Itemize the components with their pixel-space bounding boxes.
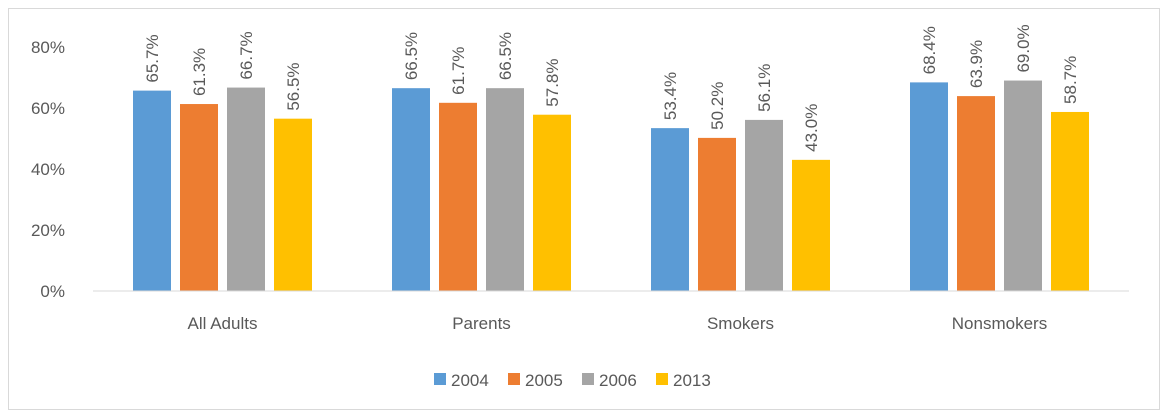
data-label: 57.8% — [543, 59, 562, 107]
legend-item-2005: 2005 — [508, 371, 563, 390]
legend-swatch — [508, 373, 520, 385]
data-label: 66.5% — [496, 32, 515, 80]
legend: 2004 2005 2006 2013 — [434, 371, 711, 390]
legend-label: 2006 — [599, 371, 637, 390]
bar-chart: 0% 20% 40% 60% 80% 65.7% 61.3% 66.7% 56.5% 66.5%… — [31, 24, 1129, 390]
y-tick-label: 20% — [31, 221, 65, 240]
x-axis: All Adults Parents Smokers Nonsmokers — [188, 314, 1048, 333]
x-category-label: All Adults — [188, 314, 258, 333]
data-label: 56.1% — [755, 64, 774, 112]
data-label: 58.7% — [1061, 56, 1080, 104]
bar-2004-parents — [392, 88, 430, 291]
bar-2005-all-adults — [180, 104, 218, 291]
data-label: 66.7% — [237, 31, 256, 79]
x-category-label: Smokers — [707, 314, 774, 333]
bar-2004-nonsmokers — [910, 82, 948, 291]
data-label: 61.3% — [190, 48, 209, 96]
y-tick-label: 0% — [40, 282, 65, 301]
x-category-label: Nonsmokers — [952, 314, 1047, 333]
chart-frame: 0% 20% 40% 60% 80% 65.7% 61.3% 66.7% 56.5% 66.5%… — [8, 8, 1160, 410]
legend-item-2004: 2004 — [434, 371, 489, 390]
bars — [133, 80, 1089, 292]
legend-label: 2013 — [673, 371, 711, 390]
data-label: 68.4% — [920, 26, 939, 74]
bar-2004-all-adults — [133, 90, 171, 292]
data-label: 63.9% — [967, 40, 986, 88]
bar-2006-parents — [486, 88, 524, 291]
x-category-label: Parents — [452, 314, 511, 333]
legend-swatch — [434, 373, 446, 385]
bar-2005-smokers — [698, 137, 736, 291]
bar-2005-parents — [439, 102, 477, 291]
y-tick-label: 40% — [31, 160, 65, 179]
legend-swatch — [656, 373, 668, 385]
data-label: 69.0% — [1014, 24, 1033, 72]
legend-item-2006: 2006 — [582, 371, 637, 390]
data-label: 66.5% — [402, 32, 421, 80]
bar-2006-smokers — [745, 119, 783, 292]
bar-2013-smokers — [792, 159, 830, 291]
legend-item-2013: 2013 — [656, 371, 711, 390]
y-tick-label: 80% — [31, 38, 65, 57]
legend-label: 2004 — [451, 371, 489, 390]
data-label: 50.2% — [708, 82, 727, 130]
bar-2013-parents — [533, 114, 571, 292]
y-axis: 0% 20% 40% 60% 80% — [31, 38, 65, 301]
data-label: 56.5% — [284, 62, 303, 110]
data-label: 43.0% — [802, 104, 821, 152]
legend-label: 2005 — [525, 371, 563, 390]
bar-2013-all-adults — [274, 118, 312, 291]
bar-2006-nonsmokers — [1004, 80, 1042, 291]
data-label: 61.7% — [449, 47, 468, 95]
data-label: 53.4% — [661, 72, 680, 120]
bar-2005-nonsmokers — [957, 96, 995, 291]
bar-2013-nonsmokers — [1051, 111, 1089, 291]
bar-2004-smokers — [651, 128, 689, 291]
y-tick-label: 60% — [31, 99, 65, 118]
data-labels: 65.7% 61.3% 66.7% 56.5% 66.5% 61.7% 66.5% 57.8%… — [143, 24, 1080, 152]
legend-swatch — [582, 373, 594, 385]
bar-2006-all-adults — [227, 87, 265, 291]
data-label: 65.7% — [143, 34, 162, 82]
